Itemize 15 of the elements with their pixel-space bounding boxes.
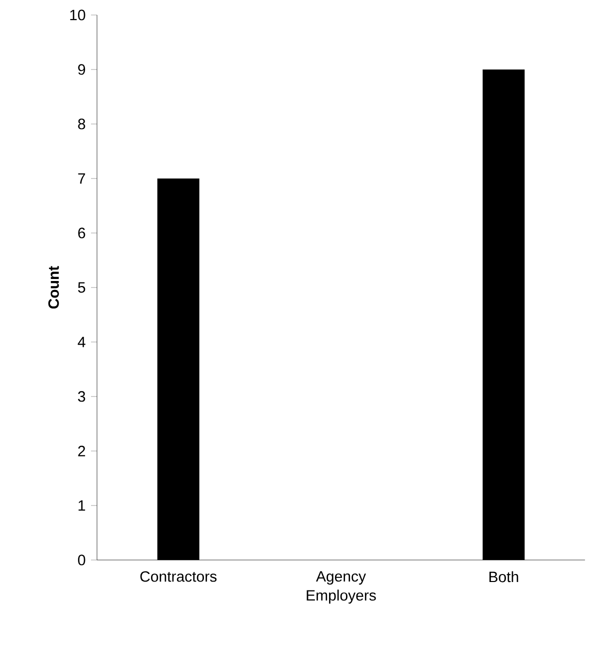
x-tick-label: Contractors <box>140 571 217 582</box>
y-tick-label: 7 <box>78 173 86 184</box>
y-tick-label: 2 <box>78 446 86 456</box>
x-tick-label: Agency Employers <box>306 571 376 604</box>
x-tick-label: Both <box>489 571 518 582</box>
y-tick-label: 1 <box>78 500 86 511</box>
y-tick-label: 5 <box>78 282 86 293</box>
y-axis-title: Count <box>48 266 59 309</box>
y-tick-label: 3 <box>78 391 86 402</box>
y-tick-label: 4 <box>78 336 86 348</box>
y-tick-label: 9 <box>78 64 86 75</box>
y-tick-label: 10 <box>70 10 86 20</box>
y-tick-label: 8 <box>78 118 86 130</box>
y-tick-label: 6 <box>78 228 86 238</box>
y-tick-label: 0 <box>78 554 86 566</box>
